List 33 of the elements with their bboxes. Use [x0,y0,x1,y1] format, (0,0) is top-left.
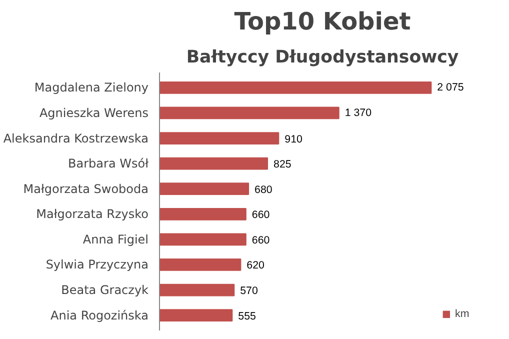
bar [160,182,250,196]
y-tick-label: Małgorzata Swoboda [23,182,149,196]
data-label: 1 370 [344,106,372,119]
data-label: 825 [274,158,292,171]
data-label: 620 [246,260,265,272]
bar [160,81,432,94]
data-label: 555 [238,310,256,322]
data-label: 660 [252,209,270,222]
bar [160,132,280,144]
data-label: 910 [284,133,302,146]
y-tick-label: Magdalena Zielony [34,80,149,95]
bar [160,157,268,170]
y-tick-label: Beata Graczyk [61,283,149,298]
data-label: 680 [254,184,272,196]
data-label: 570 [240,285,258,298]
bar [160,208,246,220]
bar [160,309,233,322]
bar [160,106,340,120]
y-tick-label: Anna Figiel [82,232,149,246]
data-label: 660 [252,234,270,246]
chart-subtitle: Bałtyccy Długodystansowcy [186,48,459,68]
y-tick-label: Małgorzata Rzysko [36,207,148,222]
bar [160,233,246,246]
y-tick-label: Aleksandra Kostrzewska [3,131,149,146]
bar [160,284,235,296]
data-label: 2 075 [437,82,464,94]
y-tick-label: Agnieszka Werens [39,106,148,120]
y-tick-label: Ania Rogozińska [50,308,148,322]
legend-label: km [455,308,470,320]
y-tick-label: Barbara Wsół [68,156,150,171]
chart-title: Top10 Kobiet [234,8,411,36]
y-tick-label: Sylwia Przyczyna [46,258,148,272]
bar [160,258,242,271]
